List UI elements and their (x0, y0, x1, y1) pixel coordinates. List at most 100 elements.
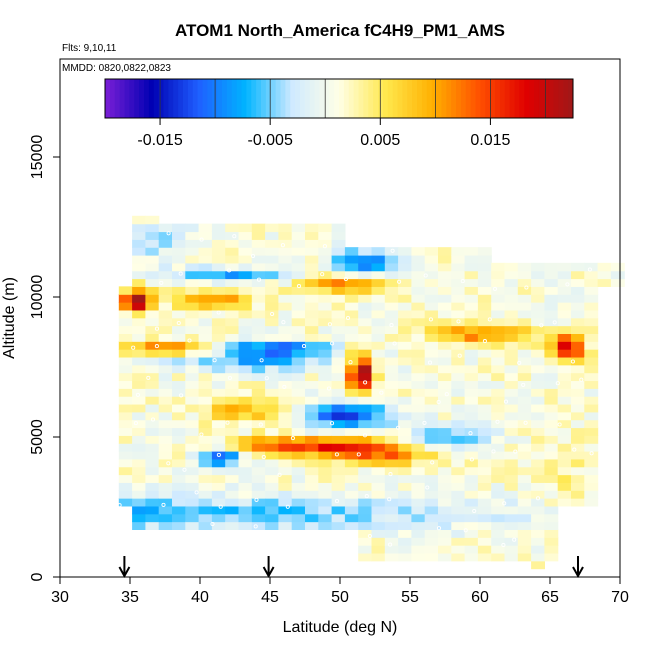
colorbar-segment (222, 79, 228, 118)
heatmap-cell (238, 466, 253, 476)
heatmap-cell (251, 309, 266, 319)
heatmap-cell (291, 317, 306, 327)
heatmap-cell (225, 325, 240, 334)
heatmap-cell (571, 270, 585, 280)
heatmap-cell (318, 380, 333, 389)
heatmap-cell (491, 294, 506, 303)
heatmap-cell (358, 411, 373, 421)
heatmap-cell (331, 443, 346, 452)
heatmap-cell (185, 262, 200, 272)
heatmap-cell (557, 262, 572, 272)
sample-marker (258, 422, 263, 427)
heatmap-cell (132, 278, 146, 287)
colorbar-segment (368, 79, 374, 118)
heatmap-cell (251, 302, 266, 311)
heatmap-cell (265, 270, 279, 280)
x-tick-label: 50 (331, 589, 349, 606)
heatmap-cell (265, 443, 279, 452)
heatmap-cell (291, 451, 306, 460)
heatmap-cell (517, 466, 532, 476)
heatmap-cell (358, 333, 373, 342)
heatmap-cell (344, 458, 359, 468)
sample-marker (425, 485, 430, 490)
heatmap-cell (504, 521, 519, 530)
heatmap-cell (358, 403, 373, 413)
heatmap-cell (411, 498, 426, 507)
colorbar-segment (314, 79, 321, 118)
heatmap-cell (571, 396, 585, 405)
heatmap-cell (318, 356, 333, 366)
heatmap-cell (172, 396, 186, 405)
heatmap-cell (145, 498, 160, 507)
heatmap-cell (504, 498, 519, 507)
flight-arrows (118, 556, 584, 579)
heatmap-cell (424, 341, 439, 350)
heatmap-cell (344, 419, 359, 429)
heatmap-cell (291, 466, 306, 476)
colorbar-segment (392, 79, 399, 118)
heatmap-cell (185, 513, 200, 523)
heatmap-cell (198, 396, 213, 405)
colorbar-segment (236, 79, 243, 118)
colorbar-segment (387, 79, 394, 118)
sample-marker (348, 360, 353, 365)
heatmap-cell (225, 294, 240, 303)
heatmap-cell (358, 537, 373, 546)
heatmap-cell (185, 396, 200, 405)
heatmap-cell (198, 247, 213, 256)
heatmap-cell (438, 482, 452, 491)
sample-marker (587, 267, 592, 272)
heatmap-cell (251, 356, 266, 366)
heatmap-cell (398, 482, 412, 491)
heatmap-cell (504, 419, 519, 429)
heatmap-cell (531, 403, 545, 413)
colorbar-segment (397, 79, 403, 118)
heatmap-cell (265, 474, 279, 483)
heatmap-cell (504, 411, 519, 421)
heatmap-cell (438, 262, 452, 272)
heatmap-cell (464, 325, 479, 334)
heatmap-cell (424, 529, 439, 538)
heatmap-cell (504, 474, 519, 483)
sample-marker (178, 271, 183, 276)
colorbar-segment (148, 79, 155, 118)
heatmap-cell (544, 302, 559, 311)
heatmap-cell (451, 482, 466, 491)
heatmap-cell (185, 247, 200, 256)
heatmap-cell (132, 349, 146, 358)
heatmap-cell (344, 341, 359, 350)
colorbar-segment (509, 79, 516, 118)
heatmap-cell (305, 325, 319, 334)
heatmap-cell (358, 552, 373, 562)
heatmap-cell (158, 388, 173, 397)
heatmap-cell (384, 537, 399, 546)
heatmap-cell (118, 498, 133, 507)
heatmap-cell (358, 458, 373, 468)
sample-marker (570, 359, 575, 364)
heatmap-cell (597, 262, 612, 272)
heatmap-cell (411, 537, 426, 546)
heatmap-cell (411, 552, 426, 562)
y-tick-label: 15000 (29, 135, 46, 180)
heatmap-cell (132, 333, 146, 342)
colorbar-segment (456, 79, 462, 118)
heatmap-cell (477, 396, 492, 405)
heatmap-cell (610, 262, 625, 272)
heatmap-cell (238, 239, 253, 248)
heatmap-cell (331, 247, 346, 256)
heatmap-cell (477, 419, 492, 429)
heatmap-cell (118, 388, 133, 397)
sample-marker (179, 393, 184, 398)
heatmap-cell (211, 286, 226, 295)
heatmap-cell (344, 364, 359, 374)
heatmap-cell (438, 372, 452, 382)
heatmap-cell (424, 537, 439, 546)
heatmap-cell (557, 302, 572, 311)
heatmap-cell (517, 262, 532, 272)
heatmap-cell (211, 419, 226, 429)
heatmap-cell (172, 341, 186, 350)
colorbar-frame (104, 78, 574, 119)
heatmap-cell (424, 505, 439, 515)
heatmap-cell (491, 451, 506, 460)
heatmap-cell (438, 513, 452, 523)
